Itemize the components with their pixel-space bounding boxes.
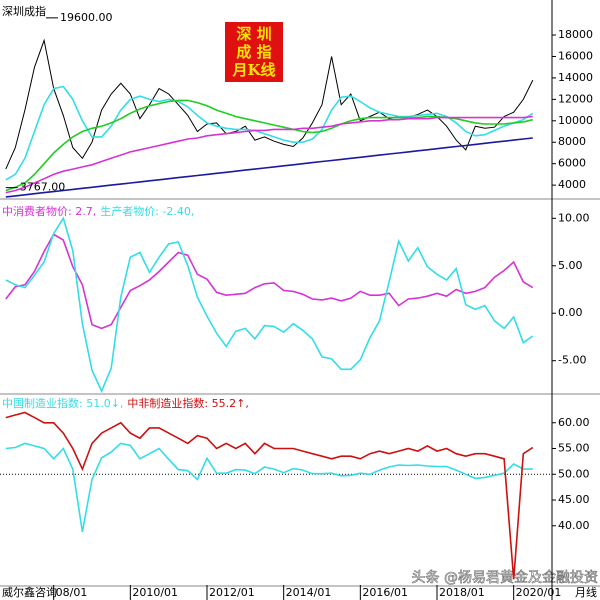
watermark: 头条 @杨易君黄金及金融投资 (412, 569, 598, 586)
series-line (5, 115, 533, 194)
x-tick-label: 08/01 (56, 586, 88, 599)
y-tick-label: 60.00 (558, 416, 590, 429)
legend-entry: 深圳成指 (2, 4, 46, 18)
y-tick-label: 10.00 (558, 211, 590, 224)
y-tick-label: 4000 (558, 178, 586, 191)
x-tick-label: 2020/01 (516, 586, 562, 599)
legend-entry: 中非制造业指数: 55.2↑, (127, 396, 248, 410)
series-line (5, 442, 533, 533)
period: 月线 (575, 585, 597, 599)
series-line (5, 85, 534, 181)
badge-text: 深 圳 (236, 25, 271, 43)
y-tick-label: 45.00 (558, 493, 590, 506)
x-tick-label: 2012/01 (209, 586, 255, 599)
badge-text: 成 指 (236, 43, 271, 61)
series-line (5, 233, 534, 330)
y-tick-label: 0.00 (558, 306, 583, 319)
legend-entry: 中消费者物价: 2.7, (2, 204, 96, 218)
y-tick-label: 6000 (558, 157, 586, 170)
series-line (5, 216, 534, 394)
annotation: 3767.00 (20, 181, 66, 194)
y-tick-label: 50.00 (558, 467, 590, 480)
y-tick-label: 8000 (558, 135, 586, 148)
y-tick-label: 40.00 (558, 519, 590, 532)
legend-entry: 中国制造业指数: 51.0↓, (2, 396, 123, 410)
x-tick-label: 2014/01 (286, 586, 332, 599)
y-tick-label: 55.00 (558, 442, 590, 455)
x-tick-label: 2010/01 (132, 586, 178, 599)
y-tick-label: 14000 (558, 71, 593, 84)
source: 威尔鑫咨询 (2, 585, 57, 599)
x-tick-label: 2016/01 (362, 586, 408, 599)
series-line (5, 137, 533, 198)
badge-box (225, 22, 283, 82)
y-tick-label: 16000 (558, 49, 593, 62)
y-tick-label: -5.00 (558, 354, 586, 367)
series-line (5, 411, 534, 580)
x-tick-label: 2018/01 (439, 586, 485, 599)
annotation: 19600.00 (60, 11, 113, 24)
badge-text: 月K线 (231, 61, 275, 79)
y-tick-label: 18000 (558, 28, 593, 41)
y-tick-label: 5.00 (558, 259, 583, 272)
legend-entry: 生产者物价: -2.40, (100, 204, 194, 218)
y-tick-label: 10000 (558, 114, 593, 127)
y-tick-label: 12000 (558, 92, 593, 105)
